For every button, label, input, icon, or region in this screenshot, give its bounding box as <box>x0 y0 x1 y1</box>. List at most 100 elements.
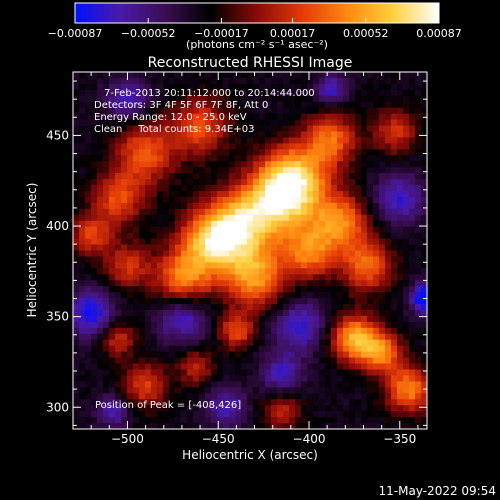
heatmap-cell <box>115 357 122 365</box>
heatmap-cell <box>283 179 290 186</box>
heatmap-cell <box>415 95 422 103</box>
heatmap-cell <box>361 238 368 246</box>
heatmap-cell <box>79 399 86 406</box>
heatmap-cell <box>343 423 350 429</box>
heatmap-cell <box>163 351 170 359</box>
heatmap-cell <box>163 107 170 115</box>
heatmap-cell <box>109 333 116 341</box>
heatmap-cell <box>277 95 284 103</box>
heatmap-cell <box>229 286 236 293</box>
heatmap-cell <box>157 375 164 382</box>
heatmap-cell <box>79 143 86 150</box>
heatmap-cell <box>343 298 350 305</box>
heatmap-cell <box>247 191 254 198</box>
heatmap-cell <box>337 107 344 115</box>
heatmap-cell <box>337 125 344 133</box>
heatmap-cell <box>349 167 356 174</box>
heatmap-cell <box>235 286 242 293</box>
heatmap-cell <box>121 107 128 115</box>
heatmap-cell <box>277 196 284 204</box>
heatmap-cell <box>283 72 290 79</box>
heatmap-cell <box>163 411 170 418</box>
heatmap-cell <box>205 387 212 394</box>
heatmap-cell <box>409 131 416 139</box>
heatmap-cell <box>379 95 386 103</box>
heatmap-cell <box>367 333 374 341</box>
heatmap-cell <box>301 179 308 186</box>
heatmap-cell <box>415 310 422 317</box>
heatmap-cell <box>139 310 146 317</box>
heatmap-cell <box>301 268 308 275</box>
heatmap-cell <box>397 244 404 252</box>
heatmap-cell <box>331 262 338 269</box>
heatmap-cell <box>349 161 356 168</box>
heatmap-cell <box>109 387 116 394</box>
heatmap-cell <box>259 131 266 139</box>
heatmap-cell <box>127 339 134 347</box>
heatmap-cell <box>349 280 356 287</box>
heatmap-cell <box>307 185 314 192</box>
heatmap-cell <box>79 351 86 359</box>
heatmap-cell <box>193 226 200 234</box>
heatmap-cell <box>307 286 314 293</box>
heatmap-cell <box>367 196 374 204</box>
heatmap-cell <box>367 89 374 97</box>
heatmap-cell <box>271 411 278 418</box>
heatmap-cell <box>421 107 427 115</box>
heatmap-cell <box>241 95 248 103</box>
heatmap-cell <box>265 333 272 341</box>
heatmap-cell <box>265 155 272 162</box>
heatmap-cell <box>229 185 236 192</box>
heatmap-cell <box>403 101 410 109</box>
heatmap-cell <box>145 202 152 210</box>
heatmap-cell <box>193 345 200 353</box>
heatmap-cell <box>325 274 332 281</box>
heatmap-cell <box>109 310 116 317</box>
heatmap-cell <box>307 77 314 85</box>
heatmap-cell <box>259 113 266 121</box>
heatmap-cell <box>193 173 200 180</box>
heatmap-cell <box>199 226 206 234</box>
heatmap-cell <box>307 387 314 394</box>
heatmap-cell <box>301 417 308 424</box>
heatmap-cell <box>151 95 158 103</box>
heatmap-cell <box>313 274 320 281</box>
heatmap-cell <box>169 357 176 365</box>
heatmap-cell <box>283 137 290 144</box>
heatmap-cell <box>85 125 92 133</box>
heatmap-cell <box>229 167 236 174</box>
heatmap-cell <box>349 125 356 133</box>
heatmap-cell <box>139 262 146 269</box>
heatmap-cell <box>139 423 146 429</box>
heatmap-cell <box>127 101 134 109</box>
heatmap-cell <box>229 89 236 97</box>
heatmap-cell <box>373 333 380 341</box>
heatmap-cell <box>373 113 380 121</box>
heatmap-cell <box>289 280 296 287</box>
heatmap-cell <box>205 208 212 216</box>
heatmap-cell <box>367 137 374 144</box>
heatmap-cell <box>283 167 290 174</box>
heatmap-cell <box>259 202 266 210</box>
heatmap-cell <box>253 226 260 234</box>
heatmap-cell <box>367 304 374 311</box>
heatmap-cell <box>211 411 218 418</box>
heatmap-cell <box>187 393 194 400</box>
heatmap-cell <box>169 226 176 234</box>
heatmap-cell <box>163 113 170 121</box>
heatmap-cell <box>361 310 368 317</box>
heatmap-cell <box>373 292 380 299</box>
heatmap-cell <box>133 321 140 329</box>
heatmap-cell <box>253 214 260 222</box>
heatmap-cell <box>79 155 86 162</box>
heatmap-cell <box>187 161 194 168</box>
heatmap-cell <box>253 333 260 341</box>
heatmap-cell <box>205 191 212 198</box>
heatmap-cell <box>241 179 248 186</box>
heatmap-cell <box>181 333 188 341</box>
heatmap-cell <box>127 179 134 186</box>
heatmap-cell <box>391 119 398 127</box>
heatmap-cell <box>133 369 140 377</box>
heatmap-cell <box>361 95 368 103</box>
heatmap-cell <box>241 423 248 429</box>
